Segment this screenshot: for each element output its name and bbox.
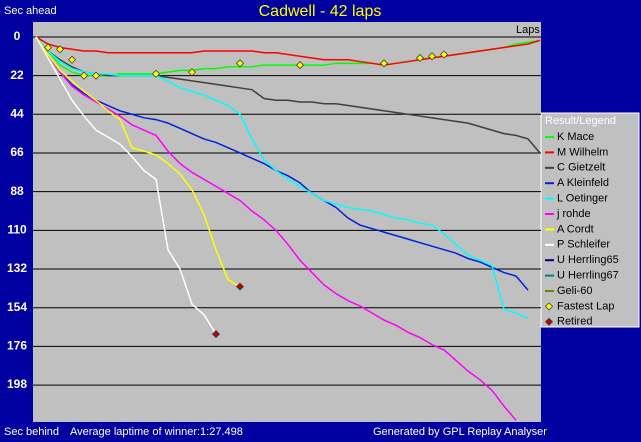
legend-label: A Kleinfeld (557, 177, 609, 189)
y-tick-label: 0 (14, 29, 21, 43)
legend-label: U Herrling65 (557, 254, 619, 266)
marker (187, 68, 197, 77)
legend-label: L Oetinger (557, 193, 608, 205)
marker (211, 330, 221, 339)
legend-title: Result/Legend (545, 115, 616, 127)
y-tick-label: 176 (7, 339, 27, 353)
marker (295, 61, 305, 70)
marker (79, 71, 89, 80)
legend-label: C Gietzelt (557, 162, 605, 174)
legend-label: Retired (557, 316, 592, 328)
legend-label: U Herrling67 (557, 270, 619, 282)
chart-title: Cadwell - 42 laps (259, 3, 382, 20)
series-line (35, 36, 517, 421)
marker (55, 45, 65, 54)
legend-label: Fastest Lap (557, 300, 614, 312)
series-line (35, 36, 529, 291)
series-line (35, 36, 541, 66)
marker (439, 50, 449, 59)
y-tick-label: 154 (7, 300, 27, 314)
marker (67, 55, 77, 64)
legend-swatch (544, 317, 554, 326)
credit: Generated by GPL Replay Analyser (373, 426, 547, 438)
marker (151, 69, 161, 78)
y-label-bottom: Sec behind (4, 426, 59, 438)
y-tick-label: 22 (10, 68, 24, 82)
legend-label: j rohde (556, 208, 591, 220)
x-label: Laps (516, 24, 540, 36)
marker (235, 59, 245, 68)
marker (379, 59, 389, 68)
marker (91, 71, 101, 80)
legend-label: K Mace (557, 131, 594, 143)
legend-label: A Cordt (557, 223, 594, 235)
y-tick-label: 132 (7, 261, 27, 275)
plot-area (33, 22, 541, 422)
y-tick-label: 66 (10, 145, 24, 159)
y-tick-label: 88 (10, 184, 24, 198)
legend (540, 112, 640, 328)
y-tick-label: 110 (7, 223, 27, 237)
legend-label: Geli-60 (557, 285, 592, 297)
marker (427, 52, 437, 61)
y-tick-label: 198 (7, 377, 27, 391)
legend-label: P Schleifer (557, 239, 610, 251)
y-label-top: Sec ahead (4, 5, 57, 17)
marker (415, 53, 425, 63)
marker (235, 282, 245, 291)
series-line (35, 36, 241, 288)
note: Average laptime of winner:1:27.498 (70, 426, 243, 438)
legend-swatch (544, 302, 554, 311)
legend-label: M Wilhelm (557, 146, 608, 158)
y-tick-label: 44 (10, 106, 24, 120)
series-line (35, 36, 217, 335)
series-line (35, 36, 529, 319)
marker (43, 43, 53, 52)
